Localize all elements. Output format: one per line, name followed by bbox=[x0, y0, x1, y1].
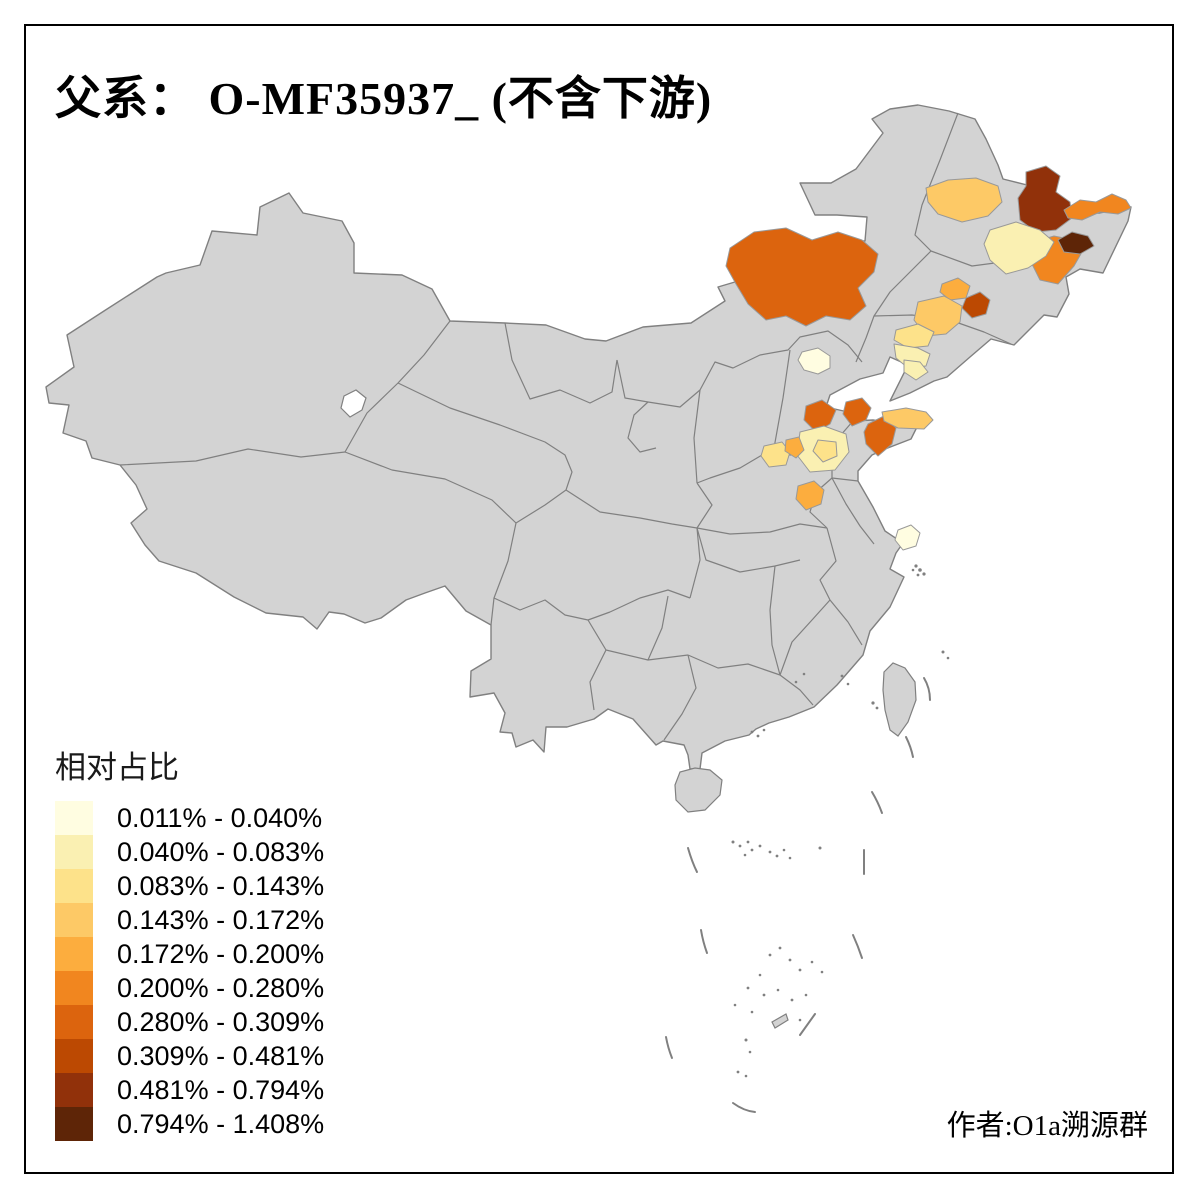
legend-row: 0.143% - 0.172% bbox=[55, 903, 324, 937]
lop-nur-lake bbox=[340, 389, 367, 418]
legend-swatch bbox=[55, 1039, 93, 1073]
legend-row: 0.083% - 0.143% bbox=[55, 869, 324, 903]
legend-swatch bbox=[55, 801, 93, 835]
legend-row: 0.200% - 0.280% bbox=[55, 971, 324, 1005]
legend-swatch bbox=[55, 1005, 93, 1039]
legend-label: 0.011% - 0.040% bbox=[117, 803, 323, 833]
legend-row: 0.280% - 0.309% bbox=[55, 1005, 324, 1039]
legend-label: 0.200% - 0.280% bbox=[117, 973, 325, 1003]
sea-islets bbox=[731, 564, 950, 1078]
legend-title: 相对占比 bbox=[55, 750, 179, 785]
legend-label: 0.083% - 0.143% bbox=[117, 871, 325, 901]
region-daqing bbox=[983, 221, 1055, 275]
region-panjin bbox=[893, 343, 931, 369]
legend-swatch bbox=[55, 937, 93, 971]
region-beijing bbox=[797, 347, 831, 375]
legend-swatch bbox=[55, 1107, 93, 1141]
region-chaoyang bbox=[893, 323, 935, 349]
region-tianjin bbox=[842, 397, 872, 427]
colored-regions bbox=[725, 165, 1132, 551]
legend-swatch bbox=[55, 869, 93, 903]
legend-label: 0.280% - 0.309% bbox=[117, 1007, 325, 1037]
legend-row: 0.172% - 0.200% bbox=[55, 937, 324, 971]
region-anyang bbox=[760, 441, 791, 468]
region-heihe bbox=[1017, 165, 1073, 233]
taiwan-island bbox=[882, 662, 917, 737]
spratly-islet bbox=[771, 1013, 789, 1029]
region-harbin bbox=[1057, 231, 1095, 255]
region-shanghai bbox=[894, 524, 921, 551]
sea-dashes bbox=[665, 677, 931, 1113]
province-borders bbox=[119, 112, 1065, 741]
region-dalian bbox=[903, 359, 929, 381]
legend-row: 0.309% - 0.481% bbox=[55, 1039, 324, 1073]
legend-swatch bbox=[55, 971, 93, 1005]
legend-row: 0.794% - 1.408% bbox=[55, 1107, 324, 1141]
legend-label: 0.309% - 0.481% bbox=[117, 1041, 325, 1071]
legend-row: 0.011% - 0.040% bbox=[55, 801, 324, 835]
islands bbox=[674, 662, 917, 1029]
legend-label: 0.040% - 0.083% bbox=[117, 837, 325, 867]
legend-swatch bbox=[55, 1073, 93, 1107]
legend-swatch bbox=[55, 835, 93, 869]
region-jiaodong bbox=[881, 407, 934, 430]
legend-label: 0.794% - 1.408% bbox=[117, 1109, 325, 1139]
region-zhengzhou bbox=[795, 480, 825, 511]
region-sanjiang bbox=[1063, 193, 1132, 221]
region-cangzhou bbox=[803, 399, 837, 433]
attribution: 作者:O1a溯源群 bbox=[946, 1110, 1148, 1142]
region-jinan bbox=[812, 439, 838, 463]
legend-swatch bbox=[55, 903, 93, 937]
region-qiqihar bbox=[925, 177, 1003, 223]
region-shenyang bbox=[913, 295, 963, 337]
region-puyang bbox=[784, 436, 805, 459]
legend-label: 0.172% - 0.200% bbox=[117, 939, 325, 969]
legend-row: 0.040% - 0.083% bbox=[55, 835, 324, 869]
hainan-island bbox=[674, 767, 723, 813]
legend-label: 0.481% - 0.794% bbox=[117, 1075, 325, 1105]
legend-row: 0.481% - 0.794% bbox=[55, 1073, 324, 1107]
region-xilingol bbox=[725, 227, 879, 327]
figure-frame bbox=[24, 24, 1174, 1174]
legend-label: 0.143% - 0.172% bbox=[117, 905, 325, 935]
legend: 相对占比 0.011% - 0.040% 0.040% - 0.083% 0.0… bbox=[55, 742, 324, 1141]
page-title: 父系： O-MF35937_ (不含下游) bbox=[55, 73, 713, 124]
